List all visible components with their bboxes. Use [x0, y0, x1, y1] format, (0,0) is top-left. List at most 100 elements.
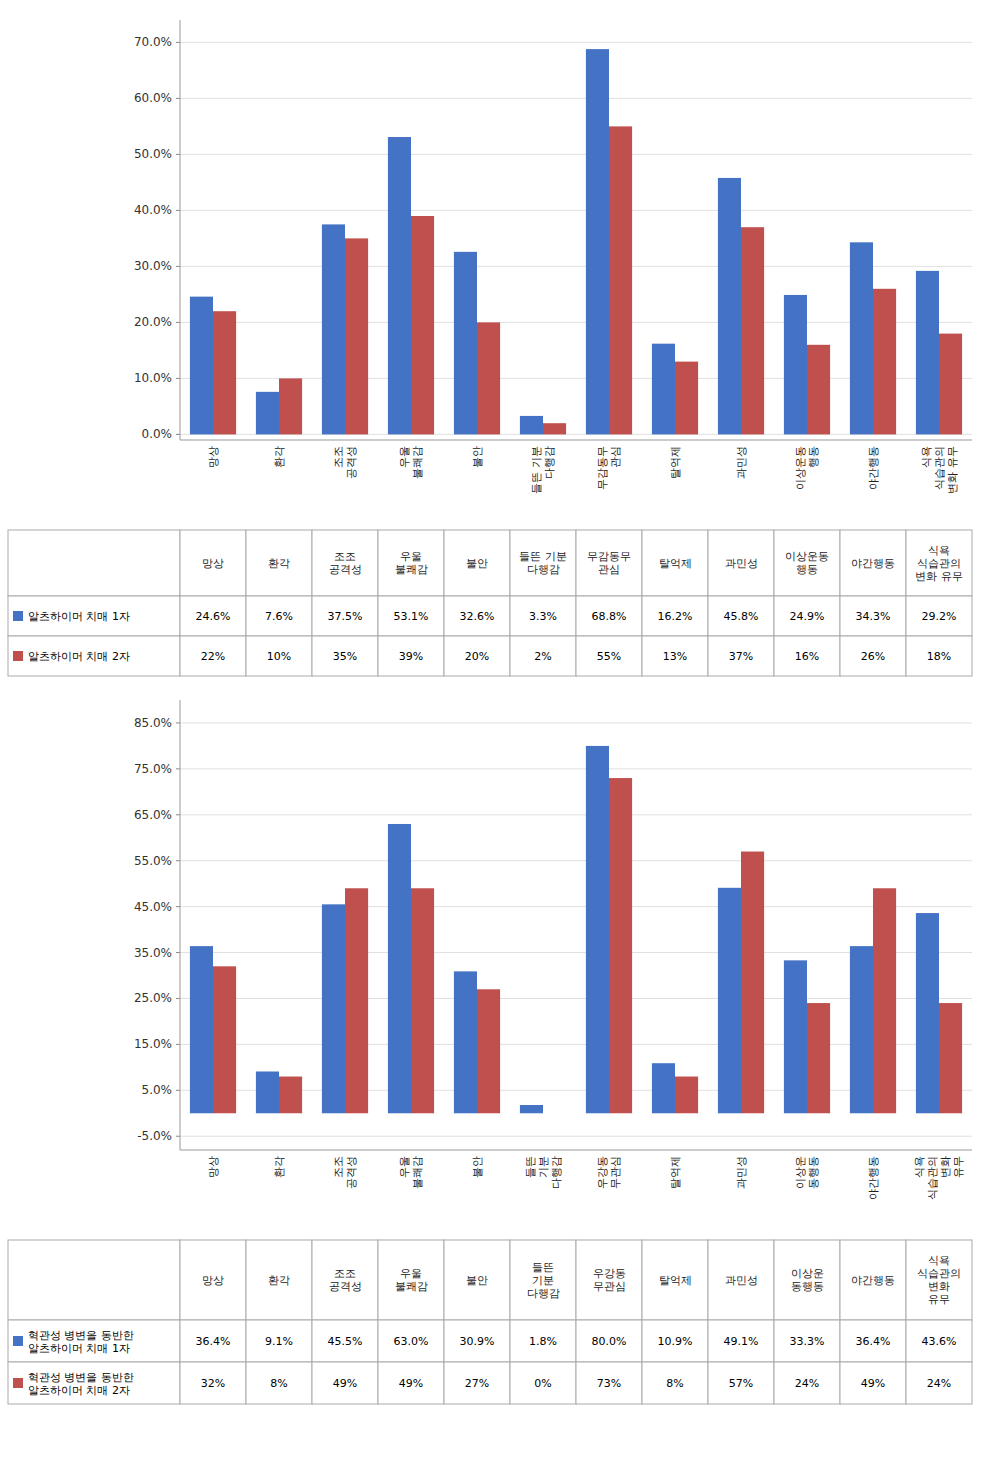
table-cell — [246, 636, 312, 676]
bars — [190, 746, 962, 1113]
table-cell — [312, 596, 378, 636]
x-tick-label: 과민성 — [735, 1156, 748, 1189]
table-value: 8% — [666, 1377, 683, 1390]
table-value: 73% — [597, 1377, 621, 1390]
legend-label: 알츠하이머 치매 2자 — [28, 650, 130, 663]
table-cell — [708, 1362, 774, 1404]
table-header-line: 우울 — [400, 1267, 422, 1280]
table-value: 24% — [927, 1377, 951, 1390]
table-header-line: 조조 — [334, 1267, 356, 1280]
x-tick-label-line: 식습관의 — [926, 1156, 939, 1200]
x-tick-label-line: 들뜬 기분 — [530, 446, 543, 494]
table-value: 49% — [399, 1377, 423, 1390]
table-cell — [378, 1320, 444, 1362]
bar — [916, 271, 939, 435]
x-tick-label-line: 불안 — [471, 446, 484, 468]
bar — [718, 888, 741, 1113]
x-tick-label: 들뜬 기분다행감 — [530, 446, 556, 494]
table-header-line: 조조 — [334, 550, 356, 563]
table-header: 불안 — [466, 1274, 488, 1287]
x-tick-label-line: 다행감 — [543, 446, 556, 479]
x-tick-label-line: 조조 — [332, 1156, 345, 1178]
x-tick-label-line: 환각 — [273, 1156, 286, 1178]
x-tick-label-group: 무감동무관심 — [596, 446, 622, 490]
bar — [741, 227, 764, 434]
bar — [411, 216, 434, 434]
x-tick-label-line: 무관심 — [609, 1156, 622, 1189]
table-cell — [642, 596, 708, 636]
table-cell — [642, 1362, 708, 1404]
table-header: 이상운동행동 — [785, 550, 829, 576]
table-header: 우울불쾌감 — [395, 550, 428, 576]
table-cell — [576, 596, 642, 636]
y-tick-label: 20.0% — [134, 315, 172, 329]
table-cell — [708, 596, 774, 636]
x-tick-label: 환각 — [273, 446, 286, 468]
table-cell — [774, 1240, 840, 1320]
table-value: 2% — [534, 650, 551, 663]
table-cell — [180, 636, 246, 676]
x-tick-label: 우울불쾌감 — [398, 446, 424, 479]
table-cell — [906, 1320, 972, 1362]
table-header: 환각 — [268, 557, 290, 570]
table-value: 53.1% — [394, 610, 429, 623]
y-tick — [176, 906, 180, 907]
table-cell — [378, 596, 444, 636]
x-tick-label-group: 조조공격성 — [332, 446, 358, 479]
table-value: 39% — [399, 650, 423, 663]
bar — [322, 904, 345, 1113]
x-tick-label-group: 망상 — [207, 1156, 220, 1178]
y-tick — [176, 952, 180, 953]
table-value: 49% — [861, 1377, 885, 1390]
bar — [850, 242, 873, 434]
table-value: 37.5% — [328, 610, 363, 623]
table-cell — [246, 1362, 312, 1404]
grid-line — [180, 98, 972, 99]
table-cell — [906, 636, 972, 676]
table-cell — [378, 530, 444, 596]
table-value: 34.3% — [856, 610, 891, 623]
table-value: 20% — [465, 650, 489, 663]
table-value: 36.4% — [856, 1335, 891, 1348]
table-value: 16.2% — [658, 610, 693, 623]
x-tick-label-group: 식욕식습관의변화유무 — [913, 1156, 965, 1200]
table-header-line: 이상운 — [791, 1267, 824, 1280]
y-tick — [176, 434, 180, 435]
table-value: 24% — [795, 1377, 819, 1390]
table-value: 45.8% — [724, 610, 759, 623]
x-tick-label-line: 불쾌감 — [411, 1156, 424, 1189]
table-cell — [510, 636, 576, 676]
legend-label-line: 알츠하이머 치매 1자 — [28, 610, 130, 623]
x-axis: 망상환각조조공격성우울불쾌감불안들뜬 기분다행감무감동무관심탈억제과민성이상운동… — [207, 446, 959, 494]
table-header-line: 변화 유무 — [915, 570, 963, 583]
x-tick-label-group: 들뜬기분다행감 — [524, 1156, 563, 1189]
x-tick-label: 이상운동행동 — [794, 1156, 820, 1189]
x-tick-label: 식욕식습관의변화유무 — [913, 1156, 965, 1200]
x-tick-label: 우강동무관심 — [596, 1156, 622, 1189]
table-value: 33.3% — [790, 1335, 825, 1348]
grid-line — [180, 768, 972, 769]
y-axis: 0.0%10.0%20.0%30.0%40.0%50.0%60.0%70.0% — [134, 35, 972, 441]
x-tick-label-line: 망상 — [207, 1156, 220, 1178]
table-header: 식욕식습관의변화 유무 — [915, 544, 963, 583]
table-header-line: 야간행동 — [851, 1274, 895, 1287]
x-tick-label: 무감동무관심 — [596, 446, 622, 490]
x-tick-label-line: 탈억제 — [669, 446, 682, 479]
y-tick — [176, 860, 180, 861]
x-tick-label-line: 조조 — [332, 446, 345, 468]
table-header-line: 무관심 — [593, 1280, 626, 1293]
table-value: 29.2% — [922, 610, 957, 623]
x-axis: 망상환각조조공격성우울불쾌감불안들뜬기분다행감우강동무관심탈억제과민성이상운동행… — [207, 1156, 966, 1200]
x-tick-label: 과민성 — [735, 446, 748, 479]
table-value: 8% — [270, 1377, 287, 1390]
table-cell — [444, 1240, 510, 1320]
x-tick-label-group: 망상 — [207, 446, 220, 468]
table-cell — [8, 636, 180, 676]
table-cell — [774, 596, 840, 636]
table-cell — [774, 1320, 840, 1362]
bar — [807, 1003, 830, 1113]
x-tick-label: 망상 — [207, 446, 220, 468]
table-header-line: 식욕 — [928, 544, 950, 557]
table-cell — [312, 1240, 378, 1320]
table-header-line: 들뜬 — [532, 1261, 554, 1274]
